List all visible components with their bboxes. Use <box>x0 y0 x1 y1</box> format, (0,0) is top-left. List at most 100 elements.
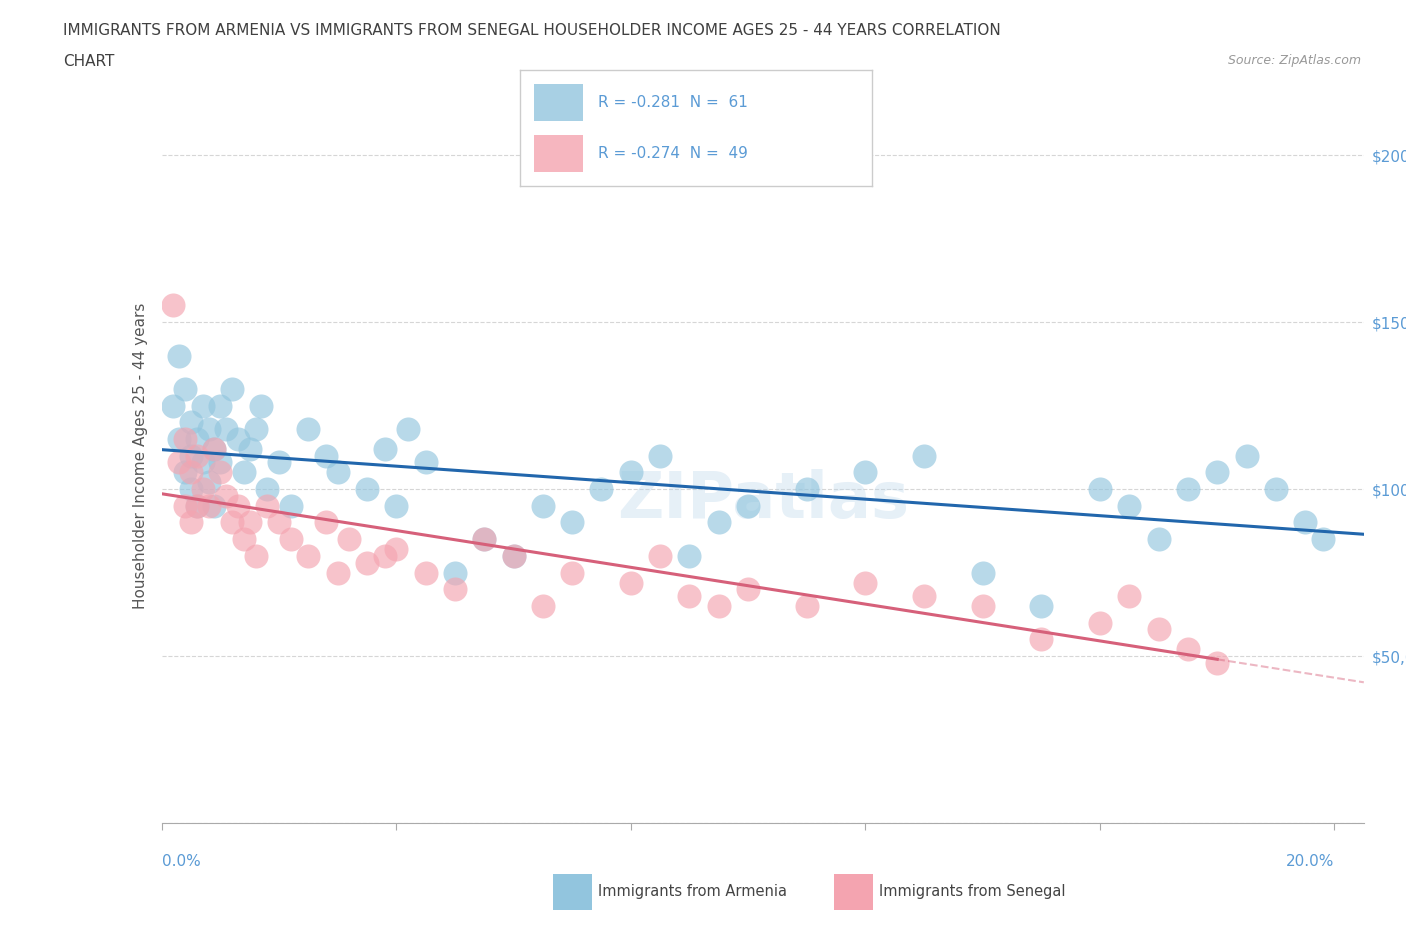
Point <box>297 549 319 564</box>
Point <box>356 555 378 570</box>
Point <box>1031 599 1053 614</box>
Point <box>472 532 495 547</box>
Point <box>591 482 613 497</box>
Point <box>1236 448 1258 463</box>
Point <box>385 542 408 557</box>
Point <box>415 455 437 470</box>
Point <box>174 498 197 513</box>
Point <box>191 482 214 497</box>
Point <box>180 448 202 463</box>
Point <box>204 442 226 457</box>
Point <box>180 465 202 480</box>
Point <box>912 448 935 463</box>
Point <box>169 455 191 470</box>
Point <box>678 589 700 604</box>
Point <box>796 599 818 614</box>
Point <box>197 475 219 490</box>
Point <box>972 599 994 614</box>
Point <box>707 599 730 614</box>
Point <box>1294 515 1316 530</box>
Point <box>209 398 232 413</box>
Point <box>180 515 202 530</box>
Point <box>650 549 672 564</box>
Point <box>373 549 395 564</box>
Point <box>186 432 208 446</box>
Point <box>315 515 337 530</box>
Point <box>267 455 290 470</box>
Text: R = -0.274  N =  49: R = -0.274 N = 49 <box>598 146 748 161</box>
Point <box>186 498 208 513</box>
Point <box>239 442 262 457</box>
Text: ZIPatlas: ZIPatlas <box>617 469 908 531</box>
Point <box>853 575 876 590</box>
Point <box>245 421 267 436</box>
Point <box>245 549 267 564</box>
Point <box>1147 622 1170 637</box>
Point <box>796 482 818 497</box>
Point <box>737 498 759 513</box>
Point <box>180 415 202 430</box>
Point <box>162 298 184 312</box>
Text: Immigrants from Armenia: Immigrants from Armenia <box>598 884 786 899</box>
Point <box>396 421 419 436</box>
Point <box>531 599 554 614</box>
Point <box>502 549 524 564</box>
Point <box>191 398 214 413</box>
Point <box>186 448 208 463</box>
Point <box>531 498 554 513</box>
Point <box>1088 616 1111 631</box>
Y-axis label: Householder Income Ages 25 - 44 years: Householder Income Ages 25 - 44 years <box>132 302 148 609</box>
Point <box>162 398 184 413</box>
Point <box>221 381 243 396</box>
Point <box>197 498 219 513</box>
Text: 20.0%: 20.0% <box>1286 854 1334 869</box>
Point <box>186 498 208 513</box>
Point <box>1312 532 1334 547</box>
Point <box>972 565 994 580</box>
Point <box>472 532 495 547</box>
Text: R = -0.281  N =  61: R = -0.281 N = 61 <box>598 95 748 110</box>
Point <box>912 589 935 604</box>
Point <box>280 532 302 547</box>
Point <box>1177 642 1199 657</box>
Point <box>1088 482 1111 497</box>
Point <box>444 565 467 580</box>
Point <box>1206 465 1229 480</box>
Point <box>232 465 254 480</box>
Point <box>169 348 191 363</box>
Point <box>373 442 395 457</box>
Point <box>356 482 378 497</box>
Point <box>1206 656 1229 671</box>
Bar <box>534 84 583 121</box>
Point <box>385 498 408 513</box>
Point <box>215 421 238 436</box>
Point <box>256 482 278 497</box>
Point <box>415 565 437 580</box>
Point <box>191 455 214 470</box>
Text: CHART: CHART <box>63 54 115 69</box>
Text: 0.0%: 0.0% <box>162 854 201 869</box>
Point <box>326 465 349 480</box>
Point <box>215 488 238 503</box>
Point <box>620 465 643 480</box>
Point <box>239 515 262 530</box>
Point <box>444 582 467 597</box>
Point <box>297 421 319 436</box>
Bar <box>534 135 583 172</box>
Point <box>1118 589 1140 604</box>
Point <box>174 381 197 396</box>
Point <box>209 455 232 470</box>
Point <box>1118 498 1140 513</box>
Point <box>561 565 583 580</box>
Point <box>337 532 360 547</box>
Point <box>204 442 226 457</box>
Point <box>737 582 759 597</box>
Point <box>204 498 226 513</box>
Point <box>1177 482 1199 497</box>
Point <box>180 482 202 497</box>
Point <box>620 575 643 590</box>
Point <box>650 448 672 463</box>
Point <box>174 432 197 446</box>
Point <box>1264 482 1286 497</box>
Point <box>502 549 524 564</box>
